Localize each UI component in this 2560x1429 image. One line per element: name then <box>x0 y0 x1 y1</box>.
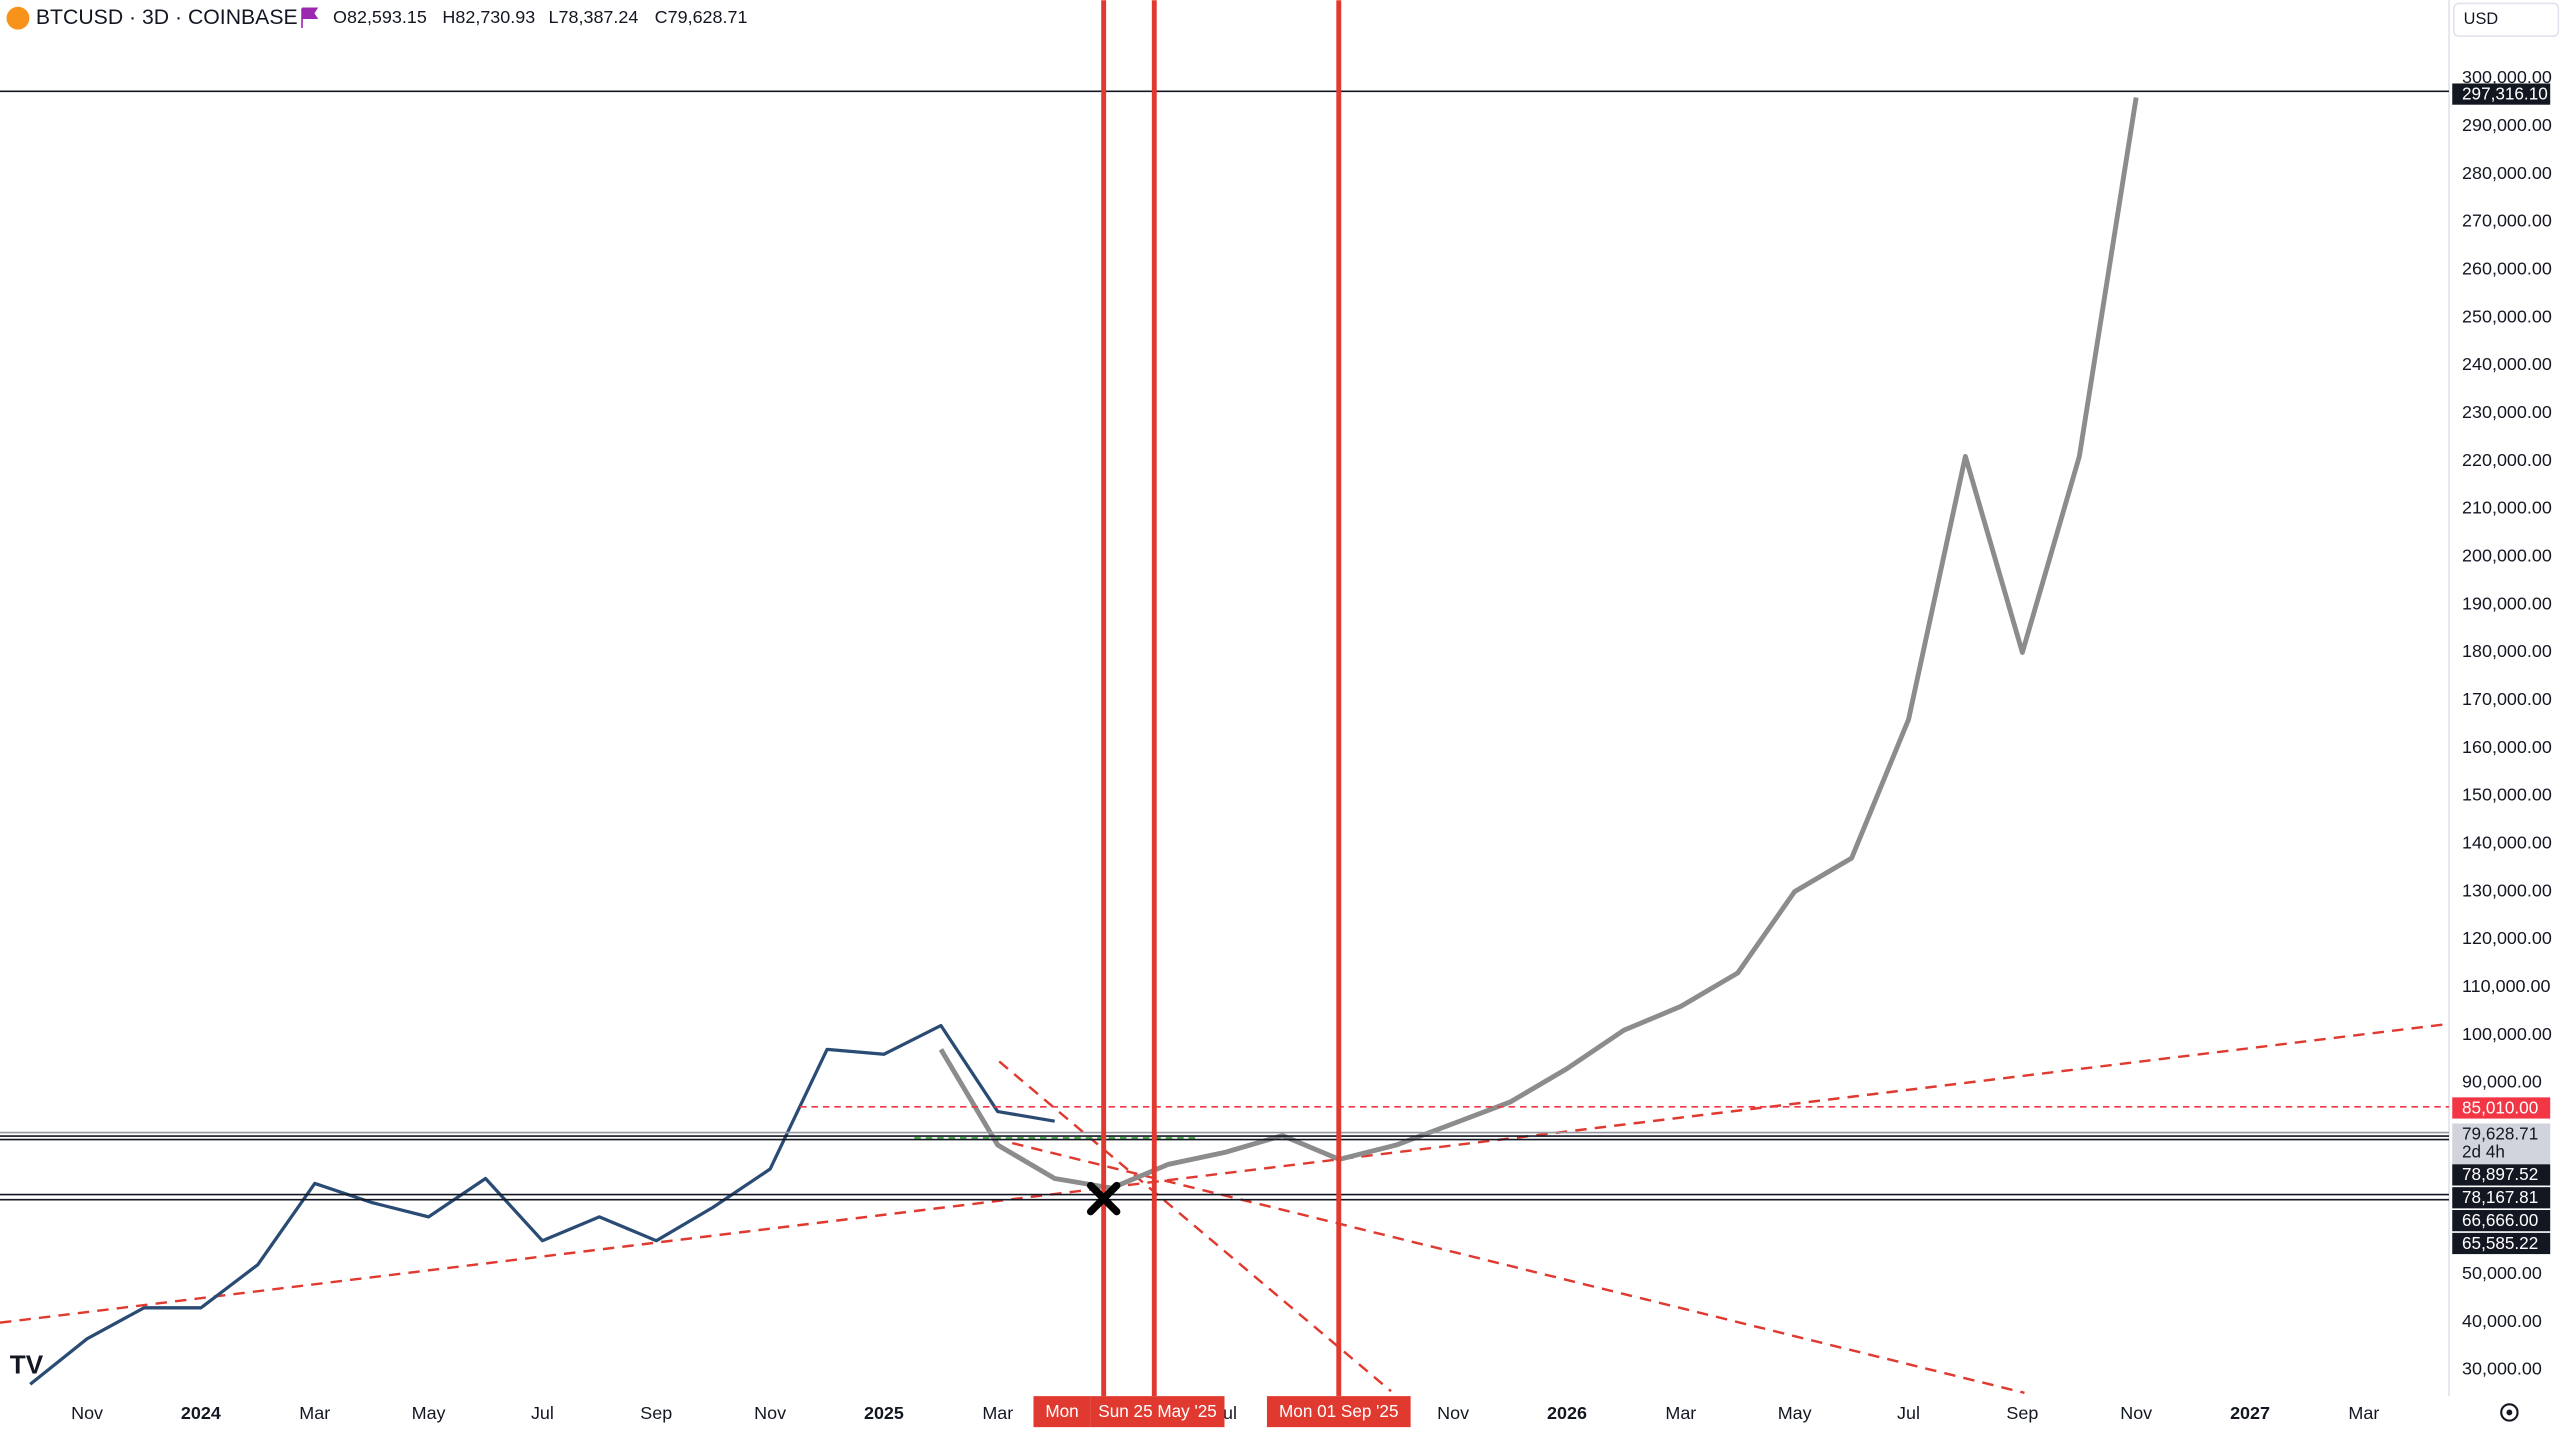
y-tick-label: 300,000.00 <box>2462 67 2552 87</box>
trend-line <box>998 1060 1392 1393</box>
x-tick-label: Nov <box>754 1403 786 1423</box>
logo[interactable]: TV <box>10 1350 44 1380</box>
price-tag-label: 78,897.52 <box>2462 1164 2538 1184</box>
x-tick-label: Nov <box>2120 1403 2152 1423</box>
settings-icon-dot <box>2506 1409 2513 1416</box>
y-tick-label: 40,000.00 <box>2462 1311 2542 1331</box>
y-tick-label: 240,000.00 <box>2462 354 2552 374</box>
y-tick-label: 150,000.00 <box>2462 785 2552 805</box>
y-tick-label: 190,000.00 <box>2462 593 2552 613</box>
date-label: Mon <box>1045 1401 1078 1421</box>
x-tick-label: Sep <box>640 1403 672 1423</box>
y-tick-label: 50,000.00 <box>2462 1263 2542 1283</box>
price-tag-label: 85,010.00 <box>2462 1097 2538 1117</box>
date-label-box <box>1090 1396 1225 1428</box>
price-tag-label: 79,628.71 <box>2462 1123 2538 1143</box>
y-tick-label: 170,000.00 <box>2462 689 2552 709</box>
price-tag <box>2452 1097 2551 1119</box>
x-tick-label: 2025 <box>864 1403 904 1423</box>
date-label-box <box>1033 1396 1091 1428</box>
price-tag <box>2452 1123 2551 1165</box>
ohlc-open: O82,593.15 <box>333 7 427 27</box>
settings-icon[interactable] <box>2500 1403 2519 1422</box>
date-label: Mon 01 Sep '25 <box>1279 1401 1398 1421</box>
y-tick-label: 110,000.00 <box>2462 976 2550 996</box>
y-tick-label: 160,000.00 <box>2462 737 2552 757</box>
price-tag <box>2452 1232 2551 1255</box>
y-tick-label: 230,000.00 <box>2462 402 2552 422</box>
plot-area <box>0 97 2449 1395</box>
y-tick-label: 260,000.00 <box>2462 258 2552 278</box>
y-tick-label: 200,000.00 <box>2462 545 2552 565</box>
x-tick-label: Jul <box>531 1403 554 1423</box>
x-tick-label: 2024 <box>181 1403 221 1423</box>
cross-marker <box>1086 1181 1121 1216</box>
currency-button[interactable] <box>2453 2 2560 37</box>
x-tick-label: Mar <box>299 1403 330 1423</box>
price-tag-label: 65,585.22 <box>2462 1233 2538 1253</box>
price-line <box>938 97 2139 1191</box>
ohlc-low: L78,387.24 <box>549 7 639 27</box>
x-tick-label: Nov <box>1437 1403 1469 1423</box>
x-tick-label: Mar <box>982 1403 1013 1423</box>
price-tag <box>2452 1187 2551 1209</box>
price-tag <box>2452 1210 2551 1232</box>
price-tag <box>2452 83 2551 105</box>
x-tick-label: 2027 <box>2230 1403 2270 1423</box>
x-tick-label: May <box>1778 1403 1812 1423</box>
y-tick-label: 180,000.00 <box>2462 641 2552 661</box>
x-tick-label: Sep <box>2006 1403 2038 1423</box>
y-tick-label: 280,000.00 <box>2462 163 2552 183</box>
y-tick-label: 130,000.00 <box>2462 880 2552 900</box>
y-tick-label: 290,000.00 <box>2462 115 2552 135</box>
price-tag-label: 66,666.00 <box>2462 1210 2538 1230</box>
trend-line <box>1011 1141 2025 1395</box>
x-tick-label: Nov <box>71 1403 103 1423</box>
price-tag-label: 297,316.10 <box>2462 83 2548 103</box>
y-tick-label: 30,000.00 <box>2462 1359 2542 1379</box>
date-label-box <box>1266 1396 1411 1428</box>
y-tick-label: 120,000.00 <box>2462 928 2552 948</box>
y-tick-label: 250,000.00 <box>2462 306 2552 326</box>
price-tag-countdown: 2d 4h <box>2462 1141 2505 1161</box>
date-label: Sun 25 May '25 <box>1098 1401 1216 1421</box>
y-tick-label: 220,000.00 <box>2462 450 2552 470</box>
flag-icon[interactable] <box>301 7 319 28</box>
ohlc-close: C79,628.71 <box>655 7 748 27</box>
symbol[interactable]: BTCUSD · 3D · COINBASE <box>36 6 298 29</box>
y-tick-label: 100,000.00 <box>2462 1024 2552 1044</box>
symbol-icon <box>6 6 30 30</box>
price-line <box>29 1023 1055 1386</box>
x-tick-label: Jul <box>1897 1403 1920 1423</box>
price-tag <box>2452 1164 2551 1186</box>
x-tick-label: Mar <box>1665 1403 1696 1423</box>
x-tick-label: May <box>412 1403 446 1423</box>
trend-line <box>0 1022 2449 1324</box>
x-tick-label: Mar <box>2348 1403 2379 1423</box>
price-tag-label: 78,167.81 <box>2462 1187 2538 1207</box>
y-tick-label: 270,000.00 <box>2462 211 2552 231</box>
x-tick-label: 2026 <box>1547 1403 1587 1423</box>
y-tick-label: 90,000.00 <box>2462 1072 2542 1092</box>
ohlc-high: H82,730.93 <box>442 7 535 27</box>
currency[interactable]: USD <box>2464 10 2498 28</box>
y-tick-label: 140,000.00 <box>2462 832 2552 852</box>
y-tick-label: 210,000.00 <box>2462 498 2552 518</box>
